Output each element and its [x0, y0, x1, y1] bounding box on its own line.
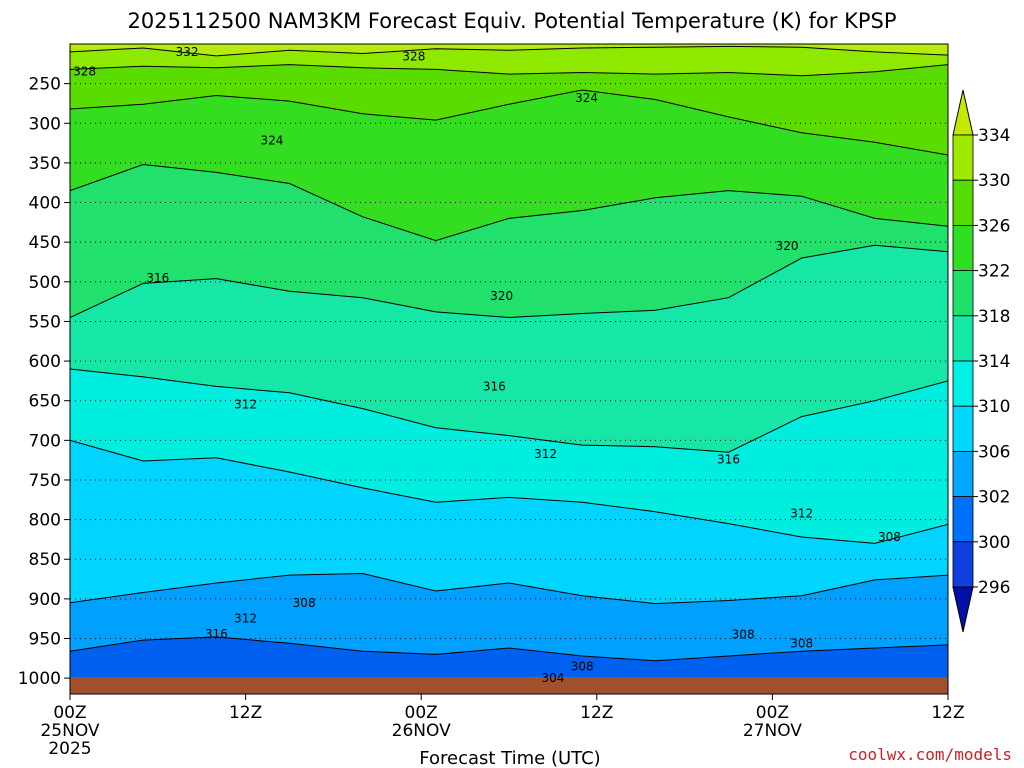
- y-tick-label: 300: [29, 114, 61, 134]
- chart-title: 2025112500 NAM3KM Forecast Equiv. Potent…: [127, 9, 896, 33]
- colorbar-label: 306: [978, 442, 1010, 462]
- colorbar-segment: [952, 405, 974, 452]
- contour-label: 324: [260, 134, 283, 148]
- x-tick-label: 2025: [48, 739, 91, 759]
- plot-area: 332 328 328 324 324 320 320 316 316 316 312 312 312 3…: [69, 43, 949, 695]
- contour-308: [70, 439, 948, 544]
- colorbar-segment: [952, 315, 974, 362]
- colorbar-label: 314: [978, 352, 1010, 372]
- y-tick-label: 1000: [18, 669, 61, 689]
- contour-label: 320: [776, 239, 799, 253]
- contour-label: 308: [732, 628, 755, 642]
- plot-frame: [69, 43, 949, 695]
- y-tick-label: 700: [29, 431, 61, 451]
- colorbar-bottom-arrow: [952, 586, 974, 633]
- contour-label: 316: [483, 379, 506, 393]
- contour-label: 304: [541, 671, 564, 685]
- colorbar-label: 322: [978, 262, 1010, 282]
- contour-label: 320: [490, 289, 513, 303]
- x-tick-label: 25NOV: [40, 721, 99, 741]
- y-tick-label: 450: [29, 233, 61, 253]
- contour-labels: 332 328 328 324 324 320 320 316 316 316 312 312 312 3…: [73, 45, 901, 685]
- contour-label: 316: [146, 271, 169, 285]
- credit-text: coolwx.com/models: [848, 745, 1012, 764]
- colorbar-segment: [952, 134, 974, 181]
- y-tick-label: 900: [29, 590, 61, 610]
- y-tick-label: 800: [29, 511, 61, 531]
- y-tick-label: 650: [29, 392, 61, 412]
- contour-label: 328: [73, 65, 96, 79]
- contour-316: [70, 244, 948, 319]
- colorbar-label: 318: [978, 307, 1010, 327]
- colorbar-segment: [952, 360, 974, 407]
- y-tick-label: 600: [29, 352, 61, 372]
- contour-label: 324: [575, 91, 598, 105]
- colorbar-label: 300: [978, 533, 1010, 553]
- colorbar-label: 330: [978, 171, 1010, 191]
- x-tick-label: 00Z: [756, 703, 789, 723]
- colorbar-segment: [952, 496, 974, 543]
- contour-300: [70, 636, 948, 662]
- y-tick-label: 250: [29, 75, 61, 95]
- colorbar-segment: [952, 179, 974, 226]
- x-tick-label: 12Z: [229, 703, 262, 723]
- colorbar-label: 310: [978, 397, 1010, 417]
- contour-label: 308: [571, 659, 594, 673]
- contour-label: 308: [293, 596, 316, 610]
- contour-332: [70, 45, 948, 57]
- x-tick-label: 26NOV: [392, 721, 451, 741]
- colorbar-label: 302: [978, 488, 1010, 508]
- contour-label: 332: [176, 45, 199, 59]
- contour-324: [70, 89, 948, 156]
- contour-312: [70, 368, 948, 453]
- y-tick-label: 550: [29, 312, 61, 332]
- contour-label: 308: [878, 530, 901, 544]
- colorbar-label: 326: [978, 216, 1010, 236]
- x-tick-label: 00Z: [405, 703, 438, 723]
- contour-label: 328: [402, 50, 425, 64]
- contour-label: 316: [717, 452, 740, 466]
- colorbar-segment: [952, 224, 974, 271]
- colorbar-segment: [952, 541, 974, 588]
- colorbar-label: 334: [978, 126, 1010, 146]
- y-tick-label: 850: [29, 550, 61, 570]
- colorbar: 334 330 326 322 318 314 310 306 302 300 296: [952, 89, 1010, 633]
- y-tick-label: 500: [29, 273, 61, 293]
- contour-label: 312: [534, 447, 557, 461]
- contour-label: 312: [234, 612, 257, 626]
- contour-320: [70, 163, 948, 242]
- contour-label: 308: [790, 636, 813, 650]
- contour-label: 316: [205, 627, 228, 641]
- y-tick-label: 750: [29, 471, 61, 491]
- ground-strip: [70, 677, 948, 694]
- contour-label: 312: [234, 398, 257, 412]
- colorbar-label: 296: [978, 578, 1010, 598]
- colorbar-segment: [952, 270, 974, 317]
- colorbar-segment: [952, 450, 974, 497]
- contour-lines: [70, 45, 948, 662]
- y-tick-label: 950: [29, 630, 61, 650]
- y-tick-label: 350: [29, 154, 61, 174]
- color-bands: [70, 44, 948, 694]
- x-tick-label: 12Z: [580, 703, 613, 723]
- colorbar-top-arrow: [952, 89, 974, 136]
- x-axis-label: Forecast Time (UTC): [419, 748, 600, 768]
- x-tick-label: 12Z: [931, 703, 964, 723]
- contour-304: [70, 572, 948, 605]
- x-tick-label: 27NOV: [743, 721, 802, 741]
- y-axis: 250 300 350 400 450 500 550 600 650 700 750 800 850 9…: [18, 75, 70, 689]
- x-tick-label: 00Z: [53, 703, 86, 723]
- y-tick-label: 400: [29, 194, 61, 214]
- contour-328: [70, 64, 948, 77]
- contour-label: 312: [790, 506, 813, 520]
